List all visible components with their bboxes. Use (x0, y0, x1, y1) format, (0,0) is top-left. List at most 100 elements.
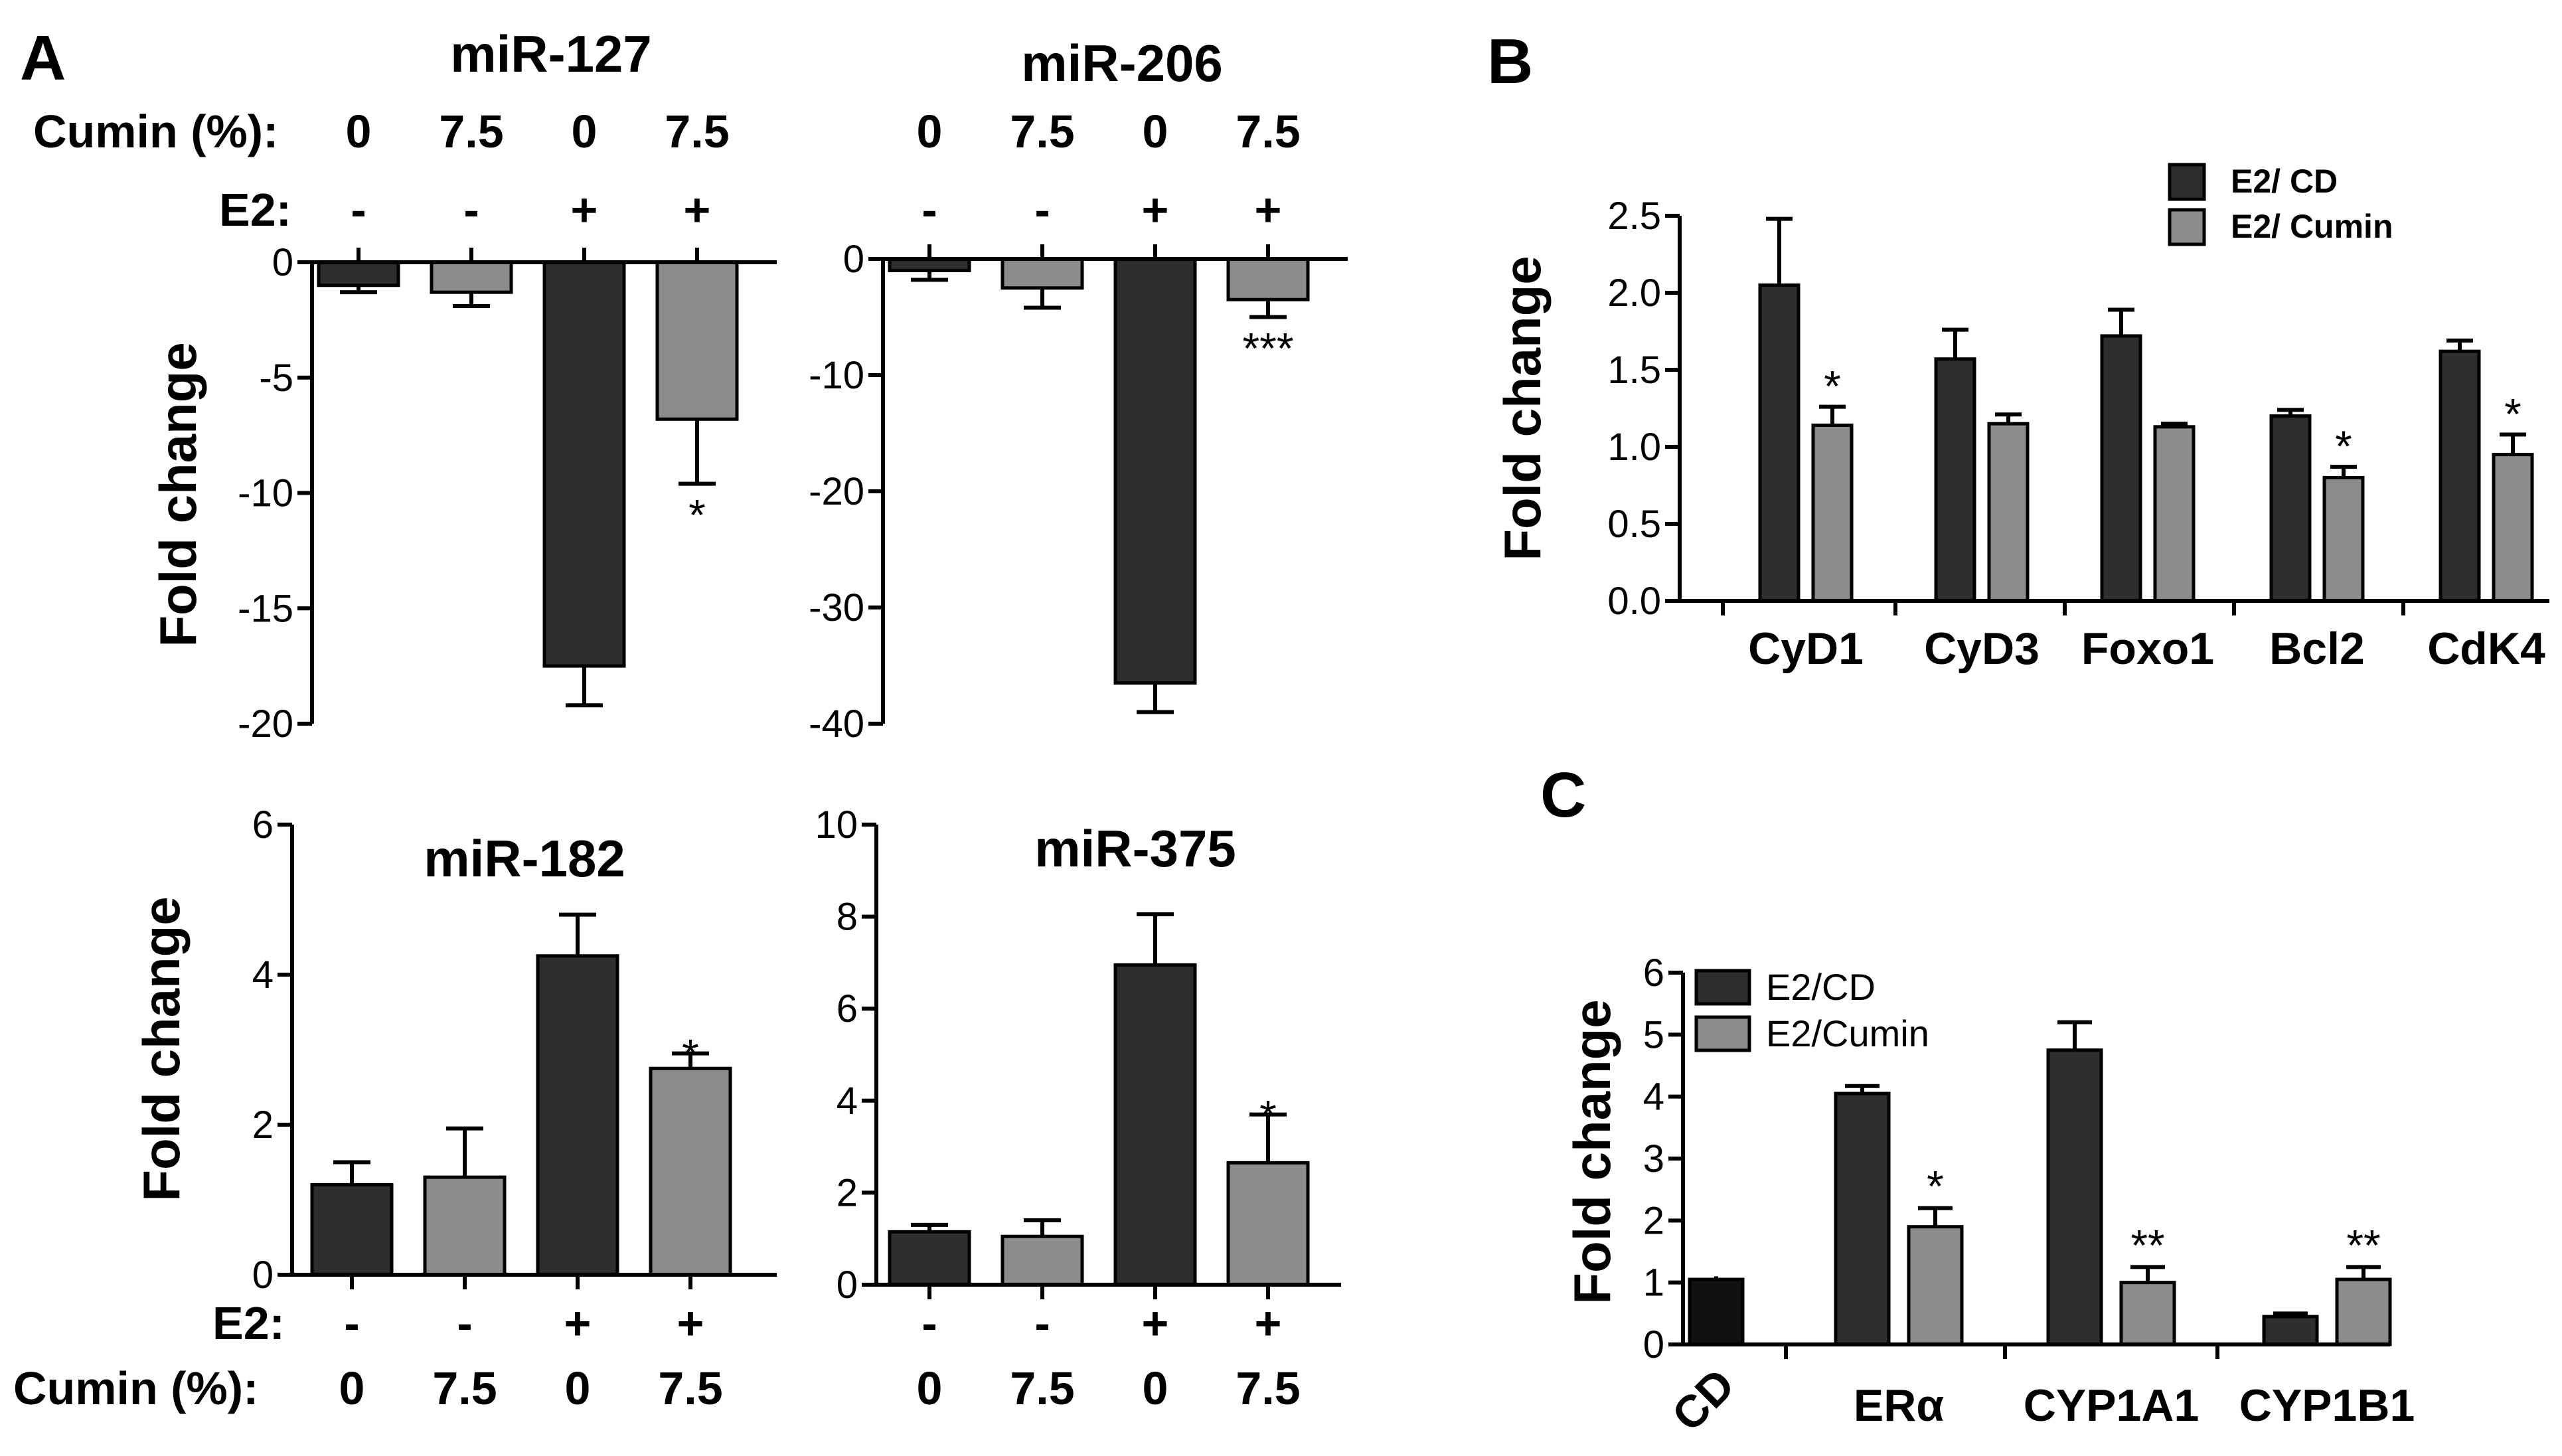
cumin-value: 0 (1143, 106, 1168, 157)
chart-mir-375: miR-375 * 0 2 4 6 8 10 - - + +0 7.5 0 7.5 (815, 803, 1341, 1414)
cumin-value: 7.5 (439, 106, 503, 157)
cumin-value: 0 (917, 106, 943, 157)
bar (423, 1175, 507, 1277)
legend-swatch (2168, 163, 2206, 201)
cumin-value: 7.5 (1236, 106, 1300, 157)
significance-marker: * (1927, 1162, 1944, 1211)
y-tick-label: 6 (252, 803, 274, 847)
y-tick-label: -20 (238, 702, 293, 746)
e2-value: + (1255, 184, 1282, 236)
significance-marker: * (2504, 389, 2522, 438)
x-tick-label: CyD3 (1924, 623, 2040, 674)
y-tick-label: 0.0 (1607, 580, 1661, 623)
bar (2119, 1281, 2176, 1346)
e2-value: - (1034, 184, 1050, 236)
legend-label: E2/Cumin (1766, 1012, 1929, 1054)
chart-title: miR-182 (424, 829, 625, 888)
bar (1907, 1225, 1964, 1346)
x-tick-label: CD (1662, 1359, 1744, 1441)
bar (1811, 424, 1854, 603)
x-tick-label: ERα (1854, 1380, 1944, 1431)
panel-label-b: B (1487, 26, 1533, 97)
y-tick-label: 5 (1643, 1013, 1664, 1056)
y-tick-label: -10 (238, 472, 293, 515)
y-tick-label: 6 (1643, 951, 1664, 995)
cumin-label-bottom: Cumin (%): (13, 1362, 258, 1414)
x-tick-label: Bcl2 (2269, 623, 2365, 674)
y-tick-label: 1.0 (1607, 426, 1661, 469)
e2-label-bottom: E2: (212, 1297, 285, 1349)
bar (2100, 334, 2142, 603)
legend-label: E2/ Cumin (2231, 208, 2393, 245)
chart-mir-127: miR-127 Fold change * 0 -5 -10 -15 -20 0 7.5 0 7.5 -… (149, 25, 777, 746)
legend-swatch (1694, 969, 1751, 1006)
y-tick-label: 3 (1643, 1137, 1664, 1180)
legend-swatch (1694, 1015, 1751, 1052)
y-tick-label: -20 (809, 470, 864, 513)
e2-value: + (564, 1297, 592, 1349)
y-tick-label: 4 (252, 953, 274, 997)
y-tick-label: 2 (837, 1171, 858, 1214)
x-tick-label: CdK4 (2427, 623, 2545, 674)
cumin-value: 7.5 (432, 1362, 497, 1414)
panel-label-c: C (1540, 760, 1586, 831)
significance-marker: *** (1242, 324, 1293, 373)
y-tick-label: 2 (252, 1103, 274, 1147)
bar (2153, 425, 2196, 603)
y-tick-label: 2.0 (1607, 272, 1661, 315)
e2-value: + (677, 1297, 704, 1349)
chart-mir-182: miR-182 Fold change * 0 2 4 6 - - + +0 7.5 0 7.5 (132, 803, 777, 1414)
bar (649, 1066, 732, 1277)
bar (2322, 475, 2365, 603)
cumin-value: 7.5 (1010, 1362, 1074, 1414)
bar (1113, 963, 1197, 1287)
y-tick-label: 4 (1643, 1076, 1664, 1119)
y-tick-label: 2 (1643, 1199, 1664, 1242)
chart-title: miR-375 (1034, 819, 1236, 878)
y-tick-label: 0 (843, 238, 864, 281)
bar (1226, 257, 1310, 301)
y-tick-label: 6 (837, 987, 858, 1030)
e2-value: - (1034, 1297, 1050, 1349)
y-tick-label: -10 (809, 354, 864, 397)
bar (542, 260, 626, 668)
bar (1001, 257, 1084, 290)
significance-marker: * (688, 491, 706, 540)
y-tick-label: 0 (252, 1254, 274, 1297)
e2-label-top: E2: (219, 184, 291, 236)
x-tick-label: Foxo1 (2081, 623, 2214, 674)
bar (888, 1230, 971, 1287)
bar (430, 260, 513, 294)
y-axis-label: Fold change (132, 896, 191, 1201)
bar (2492, 453, 2534, 603)
e2-value: - (921, 184, 937, 236)
bar (1987, 422, 2030, 603)
chart-mir-206: miR-206 *** 0 -10 -20 -30 -40 0 7.5 0 7.5 - - + + (809, 34, 1348, 746)
chart-title: miR-206 (1021, 34, 1222, 92)
bar (1934, 357, 1976, 603)
e2-value: + (1142, 184, 1169, 236)
e2-value: - (344, 1297, 359, 1349)
significance-marker: * (1824, 362, 1841, 411)
significance-marker: ** (2346, 1220, 2380, 1269)
bar (2269, 414, 2312, 603)
y-tick-label: -30 (809, 586, 864, 629)
cumin-value: 7.5 (1010, 106, 1074, 157)
y-axis-label: Fold change (149, 342, 207, 647)
bar (1834, 1092, 1891, 1346)
y-tick-label: 10 (815, 803, 858, 847)
legend-label: E2/ CD (2231, 163, 2338, 200)
y-tick-label: 0.5 (1607, 503, 1661, 546)
e2-value: + (684, 184, 711, 236)
bar (1226, 1161, 1310, 1287)
y-tick-label: 0 (837, 1263, 858, 1307)
bar (536, 954, 619, 1277)
y-tick-label: -40 (809, 702, 864, 746)
bar (1113, 257, 1197, 685)
bar (2046, 1048, 2103, 1346)
panel-label-a: A (20, 23, 66, 94)
e2-value: + (1142, 1297, 1169, 1349)
cumin-value: 0 (572, 106, 598, 157)
y-axis-label: Fold change (1563, 999, 1621, 1304)
